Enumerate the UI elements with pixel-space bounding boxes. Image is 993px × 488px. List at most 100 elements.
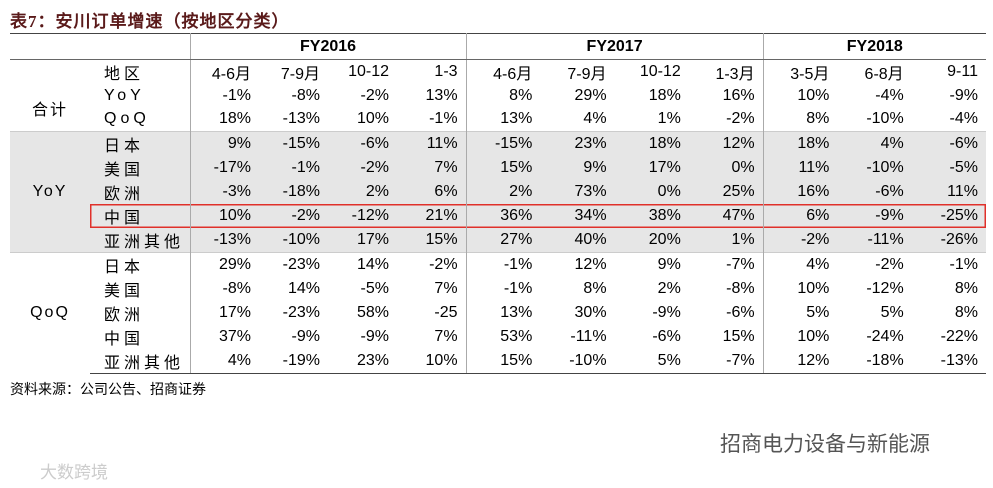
value-cell: -18%: [259, 180, 328, 205]
watermark: 大数跨境: [40, 463, 108, 482]
value-cell: 58%: [356, 304, 389, 322]
row-label: 亚洲其他: [90, 349, 191, 375]
row-label: 亚洲其他: [90, 228, 191, 253]
value-cell: 14%: [287, 280, 320, 298]
value-cell: 4%: [837, 131, 912, 157]
value-cell: 7%: [397, 277, 467, 302]
value-cell: 21%: [397, 204, 467, 229]
table-row: 亚洲其他 -13% -10% 17% 15% 27% 40% 20% 1% -2% -11% -26%: [10, 228, 986, 253]
value-cell: -11%: [837, 228, 912, 253]
row-label: 美国: [90, 277, 191, 302]
value-cell: -26%: [911, 228, 986, 253]
value-cell: 12%: [540, 252, 615, 278]
row-label: 中国: [90, 325, 191, 350]
value-cell: 29%: [190, 252, 259, 278]
group-header: FY2017: [466, 33, 764, 60]
section-label: 合计: [31, 101, 68, 119]
value-cell: -9%: [291, 328, 320, 346]
value-cell: -2%: [837, 252, 912, 278]
value-cell: 37%: [218, 328, 251, 346]
value-cell: 9%: [540, 156, 615, 181]
value-cell: 16%: [688, 84, 764, 108]
value-cell: 73%: [540, 180, 615, 205]
column-header: 1-3: [397, 59, 467, 84]
data-table: FY2016 FY2017 FY2018 地区 4-6月 7-9月 10-12 1-3 4-6…: [10, 33, 986, 375]
value-cell: -2%: [688, 107, 764, 132]
row-label: YoY: [90, 84, 191, 108]
value-cell: 2%: [657, 280, 681, 298]
value-cell: -10%: [540, 349, 615, 375]
value-cell: -4%: [949, 110, 978, 128]
table-row: 亚洲其他 4% -19% 23% 10% 15% -10% 5% -7% 12% -18% -13%: [10, 349, 986, 375]
value-cell: -10%: [866, 110, 904, 128]
value-cell: 8%: [583, 280, 607, 298]
value-cell: -1%: [259, 156, 328, 181]
value-cell: 23%: [540, 131, 615, 157]
value-cell: 5%: [806, 304, 830, 322]
value-cell: -10%: [837, 156, 912, 181]
value-cell: 15%: [466, 349, 541, 375]
value-cell: 1%: [657, 110, 681, 128]
value-cell: -8%: [222, 280, 251, 298]
table-row: 美国 -8% 14% -5% 7% -1% 8% 2% -8% 10% -12% 8%: [10, 277, 986, 302]
value-cell: 7%: [397, 156, 467, 181]
value-cell: 23%: [328, 349, 397, 375]
value-cell: 14%: [328, 252, 397, 278]
value-cell: 10%: [397, 349, 467, 375]
value-cell: -1%: [466, 252, 541, 278]
value-cell: -3%: [190, 180, 259, 205]
column-header: 9-11: [947, 63, 978, 80]
table-title: 表7：安川订单增速（按地区分类）: [10, 12, 290, 31]
value-cell: -24%: [866, 328, 904, 346]
value-cell: -2%: [328, 156, 397, 181]
value-cell: 16%: [763, 180, 838, 205]
cell: [10, 60, 90, 85]
column-header: 10-12: [348, 63, 389, 80]
value-cell: -2%: [763, 228, 838, 253]
value-cell: -15%: [466, 131, 541, 157]
value-cell: 10%: [797, 328, 830, 346]
value-cell: -7%: [688, 349, 764, 375]
source-note: 资料来源：公司公告、招商证券: [10, 383, 206, 398]
value-cell: -7%: [688, 252, 764, 278]
value-cell: -6%: [688, 301, 764, 326]
value-cell: 8%: [954, 280, 978, 298]
section-label: QoQ: [10, 252, 90, 374]
value-cell: 38%: [614, 204, 689, 229]
value-cell: -9%: [949, 86, 978, 104]
header-row: FY2016 FY2017 FY2018: [10, 33, 986, 60]
value-cell: 53%: [500, 328, 533, 346]
row-label: QoQ: [90, 107, 191, 132]
value-cell: 6%: [397, 180, 467, 205]
header-blank: [10, 33, 191, 60]
value-cell: 27%: [466, 228, 541, 253]
column-header: 10-12: [639, 63, 681, 80]
value-cell: -6%: [911, 131, 986, 157]
value-cell: 6%: [763, 204, 838, 229]
value-cell: 15%: [397, 228, 467, 253]
value-cell: 4%: [583, 110, 607, 128]
value-cell: -1%: [397, 107, 467, 132]
value-cell: 15%: [688, 325, 764, 350]
value-cell: 0%: [688, 156, 764, 181]
value-cell: -9%: [360, 328, 389, 346]
column-header-row: 地区 4-6月 7-9月 10-12 1-3 4-6月 7-9月 10-12 1-3月 3-5月 6…: [10, 59, 986, 85]
value-cell: -1%: [503, 280, 533, 298]
row-label: 欧洲: [90, 301, 191, 326]
group-header: FY2016: [190, 33, 467, 60]
value-cell: 34%: [540, 204, 615, 229]
value-cell: 18%: [218, 110, 251, 128]
value-cell: 1%: [688, 228, 764, 253]
value-cell: -13%: [282, 110, 320, 128]
value-cell: -9%: [837, 204, 912, 229]
group-header: FY2018: [763, 33, 986, 60]
value-cell: 13%: [500, 110, 533, 128]
value-cell: 0%: [614, 180, 689, 205]
value-cell: 12%: [688, 131, 764, 157]
value-cell: -5%: [360, 280, 389, 298]
value-cell: -6%: [328, 131, 397, 157]
value-cell: -23%: [282, 304, 320, 322]
value-cell: 18%: [648, 86, 681, 104]
value-cell: -6%: [652, 328, 681, 346]
